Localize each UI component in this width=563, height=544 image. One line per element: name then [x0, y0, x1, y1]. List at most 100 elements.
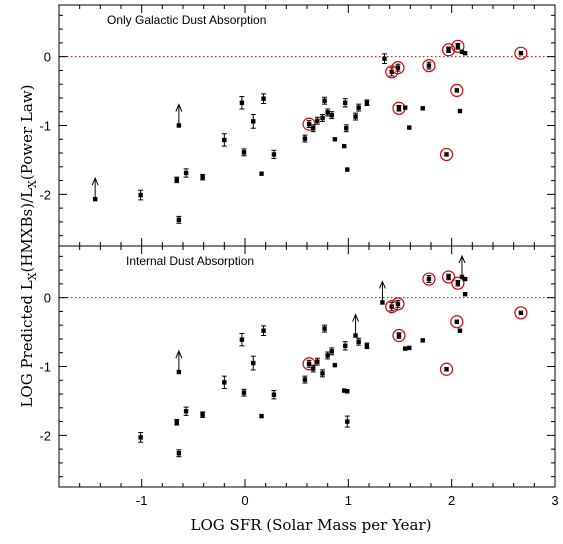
data-point — [325, 351, 331, 360]
data-point-marker — [455, 44, 461, 49]
highlight-circle — [439, 147, 454, 162]
data-point-marker — [345, 419, 350, 424]
data-point-marker — [407, 345, 412, 351]
data-point — [364, 342, 370, 350]
data-point — [382, 53, 387, 65]
upper-limit-arrowhead — [91, 176, 99, 186]
data-point-marker — [306, 121, 312, 127]
data-point — [91, 176, 99, 202]
y-tick-label: 0 — [44, 50, 51, 65]
data-point — [329, 111, 335, 120]
highlight-circle — [450, 315, 464, 329]
highlight-circle — [302, 357, 316, 371]
data-point-marker — [396, 106, 402, 111]
data-point-marker — [396, 333, 402, 338]
data-point-marker — [200, 412, 205, 417]
data-point — [325, 108, 331, 117]
data-point-marker — [389, 69, 394, 74]
data-point-marker — [306, 361, 312, 366]
data-point — [241, 148, 247, 157]
data-point — [391, 297, 405, 311]
data-point-marker — [420, 338, 425, 343]
data-point — [314, 116, 320, 125]
data-point-marker — [261, 328, 266, 333]
data-point-marker — [364, 100, 370, 105]
data-point-marker — [322, 98, 327, 103]
x-tick-label: 0 — [241, 493, 248, 508]
data-point — [514, 46, 528, 60]
data-point — [459, 49, 465, 55]
data-point — [439, 362, 454, 376]
data-point — [462, 276, 468, 282]
data-point — [420, 106, 425, 111]
data-point — [322, 324, 328, 333]
highlight-circle — [422, 58, 436, 73]
data-point-marker — [454, 88, 460, 93]
data-point-marker — [356, 105, 361, 110]
data-point — [302, 134, 308, 143]
data-point — [271, 390, 277, 400]
panel-top-title: Only Galactic Dust Absorption — [107, 13, 266, 27]
x-axis-label: LOG SFR (Solar Mass per Year) — [191, 516, 432, 534]
data-point-marker — [343, 343, 348, 349]
panel-bottom-ticks: 0 -1 -2 — [39, 246, 556, 487]
panel-top: Only Galactic Dust Absorption 0 -1 -2 — [39, 4, 556, 247]
data-point — [514, 306, 528, 320]
data-point-marker — [251, 360, 256, 366]
highlight-circle — [391, 61, 405, 75]
upper-limit-arrowhead — [458, 254, 466, 264]
data-point — [314, 357, 320, 366]
data-point-marker — [315, 359, 320, 364]
data-point-marker — [239, 100, 245, 105]
data-point — [174, 176, 180, 184]
data-point — [250, 355, 256, 371]
data-point — [345, 389, 350, 394]
data-point-marker — [420, 106, 425, 111]
highlight-circle — [514, 306, 528, 320]
data-point — [450, 83, 464, 97]
data-point-marker — [176, 369, 182, 375]
data-point — [261, 325, 267, 337]
data-point — [391, 61, 405, 75]
data-point — [221, 375, 227, 390]
data-point-marker — [332, 362, 338, 368]
data-point — [342, 98, 348, 108]
highlight-circle — [439, 362, 454, 376]
data-point — [356, 103, 362, 112]
data-point-marker — [315, 118, 320, 123]
data-point-marker — [176, 451, 182, 456]
y-tick-label: -1 — [39, 119, 51, 134]
data-point — [462, 292, 468, 297]
data-point-marker — [320, 115, 325, 121]
data-point-marker — [311, 126, 316, 131]
data-point — [176, 449, 182, 458]
data-point — [402, 346, 408, 351]
data-point-marker — [138, 192, 143, 198]
data-point-marker — [241, 150, 247, 155]
data-point — [332, 137, 338, 142]
data-point-marker — [329, 112, 334, 118]
data-point-marker — [342, 388, 347, 393]
highlight-circle — [450, 83, 464, 97]
data-point-marker — [462, 276, 468, 282]
data-point-marker — [426, 276, 432, 282]
data-point-marker — [322, 326, 327, 331]
data-point — [183, 406, 189, 416]
data-point — [439, 147, 454, 162]
data-point-marker — [382, 56, 387, 61]
data-point-marker — [444, 367, 449, 372]
data-point — [175, 349, 183, 375]
data-point — [174, 419, 180, 426]
x-tick-label: -1 — [136, 493, 148, 508]
panel-bottom-title: Internal Dust Absorption — [126, 254, 254, 268]
data-point — [353, 112, 359, 121]
data-point — [402, 105, 408, 110]
upper-limit-arrowhead — [175, 103, 183, 112]
data-point — [329, 347, 335, 356]
data-point — [422, 58, 436, 73]
data-point-marker — [261, 96, 266, 101]
data-point-marker — [518, 310, 524, 315]
data-point-marker — [344, 126, 349, 131]
data-point-marker — [138, 435, 143, 440]
